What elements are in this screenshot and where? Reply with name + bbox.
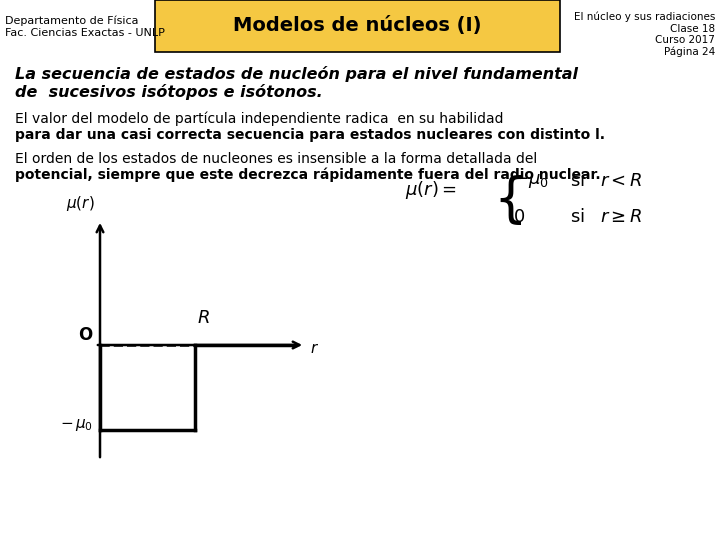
Text: $\mu(r) =$: $\mu(r) =$ bbox=[405, 179, 456, 201]
Text: para dar una casi correcta secuencia para estados nucleares con distinto l.: para dar una casi correcta secuencia par… bbox=[15, 128, 605, 142]
Text: $\mathrm{si}$: $\mathrm{si}$ bbox=[570, 172, 585, 190]
Text: potencial, siempre que este decrezca rápidamente fuera del radio nuclear.: potencial, siempre que este decrezca ráp… bbox=[15, 168, 600, 183]
Text: $\mathrm{si}$: $\mathrm{si}$ bbox=[570, 208, 585, 226]
Text: Curso 2017: Curso 2017 bbox=[655, 35, 715, 45]
Text: $0$: $0$ bbox=[513, 208, 525, 226]
Text: Fac. Ciencias Exactas - UNLP: Fac. Ciencias Exactas - UNLP bbox=[5, 28, 165, 38]
Text: $\mathbf{O}$: $\mathbf{O}$ bbox=[78, 326, 93, 344]
Text: $\mu(r)$: $\mu(r)$ bbox=[66, 194, 95, 213]
FancyBboxPatch shape bbox=[155, 0, 560, 52]
Text: de  sucesivos isótopos e isótonos.: de sucesivos isótopos e isótonos. bbox=[15, 84, 323, 100]
Text: $-\mu_0$: $-\mu_0$ bbox=[513, 172, 549, 190]
Text: El núcleo y sus radiaciones: El núcleo y sus radiaciones bbox=[574, 12, 715, 23]
Text: $r \geq R$: $r \geq R$ bbox=[600, 208, 642, 226]
Text: $R$: $R$ bbox=[197, 309, 210, 327]
Text: Clase 18: Clase 18 bbox=[670, 24, 715, 33]
Text: Departamento de Física: Departamento de Física bbox=[5, 15, 138, 25]
Text: $r$: $r$ bbox=[310, 341, 319, 356]
Text: $-\,\mu_0$: $-\,\mu_0$ bbox=[60, 417, 93, 433]
Text: La secuencia de estados de nucleón para el nivel fundamental: La secuencia de estados de nucleón para … bbox=[15, 66, 578, 82]
Text: $r < R$: $r < R$ bbox=[600, 172, 642, 190]
Text: El orden de los estados de nucleones es insensible a la forma detallada del: El orden de los estados de nucleones es … bbox=[15, 152, 537, 166]
Text: El valor del modelo de partícula independiente radica  en su habilidad: El valor del modelo de partícula indepen… bbox=[15, 112, 503, 126]
Text: Modelos de núcleos (I): Modelos de núcleos (I) bbox=[233, 17, 481, 36]
Text: Página 24: Página 24 bbox=[664, 46, 715, 57]
Text: $\{$: $\{$ bbox=[493, 173, 522, 227]
